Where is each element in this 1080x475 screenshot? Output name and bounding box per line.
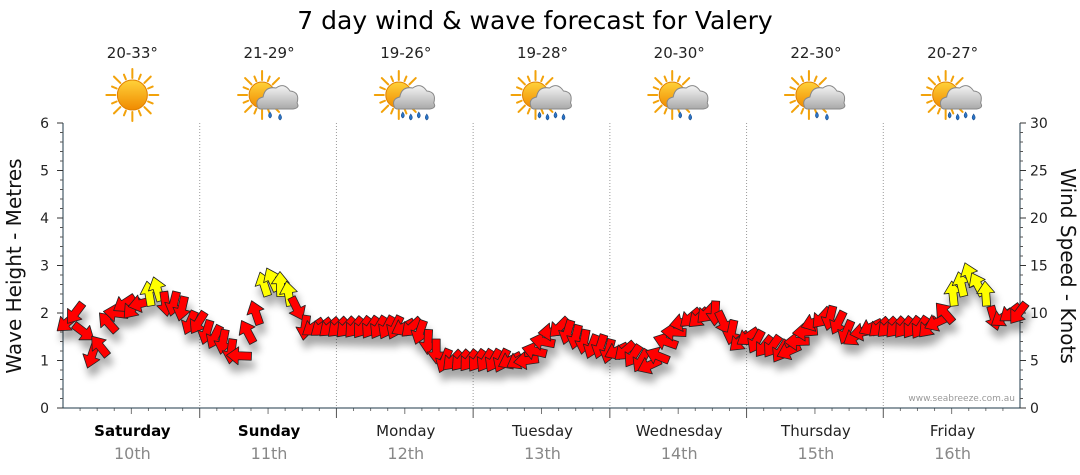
temperature-range: 21-29° — [244, 44, 295, 62]
weather-day-2: 19-26° — [373, 44, 436, 121]
wind-arrow — [67, 300, 87, 324]
sun-cloud-rain-icon — [920, 70, 983, 121]
left-tick-label: 1 — [40, 354, 49, 370]
weather-row: 20-33° 21-29° 19-26° 19-28° 20-30° 22-30° 20-2… — [105, 44, 983, 122]
weather-day-6: 20-27° — [920, 44, 983, 121]
wind-arrow — [172, 295, 191, 322]
day-date-label: 15th — [798, 444, 835, 463]
day-name-label: Saturday — [94, 422, 171, 440]
temperature-range: 19-26° — [380, 44, 431, 62]
sun-cloud-rain-icon — [510, 70, 572, 121]
day-date-label: 11th — [251, 444, 288, 463]
temperature-range: 22-30° — [790, 44, 841, 62]
wind-arrow — [645, 346, 671, 365]
day-name-label: Wednesday — [636, 422, 723, 440]
right-tick-label: 25 — [1030, 164, 1048, 180]
right-tick-label: 0 — [1030, 401, 1039, 417]
sun-cloud-showers-icon — [237, 70, 299, 121]
gridlines — [79, 123, 1004, 418]
day-name-label: Friday — [930, 422, 976, 440]
wind-arrow — [1010, 300, 1030, 324]
left-tick-label: 5 — [40, 164, 49, 180]
day-date-label: 12th — [387, 444, 424, 463]
weather-day-1: 21-29° — [237, 44, 299, 121]
right-tick-label: 15 — [1030, 259, 1048, 275]
day-date-label: 14th — [661, 444, 698, 463]
weather-day-3: 19-28° — [510, 44, 572, 121]
left-tick-label: 6 — [40, 116, 49, 132]
chart-title: 7 day wind & wave forecast for Valery — [297, 6, 773, 35]
sun-cloud-rain-icon — [373, 70, 436, 121]
day-name-label: Thursday — [780, 422, 851, 440]
day-name-label: Sunday — [238, 422, 301, 440]
wind-arrow-series — [56, 262, 1030, 375]
sun-cloud-showers-icon — [647, 70, 709, 121]
left-axis-title: Wave Height - Metres — [2, 158, 26, 373]
wind-arrow — [287, 295, 306, 321]
left-axis-ticks: 0 1 2 3 4 5 6 — [40, 116, 63, 417]
sun-cloud-showers-icon — [783, 70, 846, 121]
credit-text: www.seabreeze.com.au — [908, 394, 1015, 404]
wind-arrow — [226, 346, 252, 366]
weather-day-0: 20-33° — [105, 44, 160, 122]
left-tick-label: 0 — [40, 401, 49, 417]
temperature-range: 20-27° — [927, 44, 978, 62]
wind-arrow — [935, 302, 957, 326]
right-tick-label: 10 — [1030, 306, 1048, 322]
wind-arrow — [238, 320, 258, 345]
left-tick-label: 4 — [40, 211, 49, 227]
day-name-label: Tuesday — [511, 422, 573, 440]
wind-arrow — [71, 321, 95, 341]
left-tick-label: 2 — [40, 306, 49, 322]
temperature-range: 20-30° — [654, 44, 705, 62]
day-date-label: 16th — [934, 444, 971, 463]
temperature-range: 20-33° — [107, 44, 158, 62]
day-date-label: 13th — [524, 444, 561, 463]
left-tick-label: 3 — [40, 259, 49, 275]
day-labels: Saturday 10th Sunday 11th Monday 12th Tuesday 1… — [94, 422, 975, 463]
weather-day-5: 22-30° — [783, 44, 846, 121]
wind-arrow — [976, 280, 996, 307]
wind-arrow — [246, 300, 265, 327]
day-date-label: 10th — [114, 444, 151, 463]
sun-icon — [105, 68, 160, 122]
right-tick-label: 5 — [1030, 354, 1039, 370]
temperature-range: 19-28° — [517, 44, 568, 62]
right-axis-title: Wind Speed - Knots — [1056, 168, 1080, 364]
right-tick-label: 20 — [1030, 211, 1048, 227]
weather-day-4: 20-30° — [647, 44, 709, 121]
right-tick-label: 30 — [1030, 116, 1048, 132]
right-axis-ticks: 0 5 10 15 20 25 30 — [1020, 116, 1048, 417]
wind-arrow — [91, 335, 111, 359]
day-name-label: Monday — [376, 422, 435, 440]
